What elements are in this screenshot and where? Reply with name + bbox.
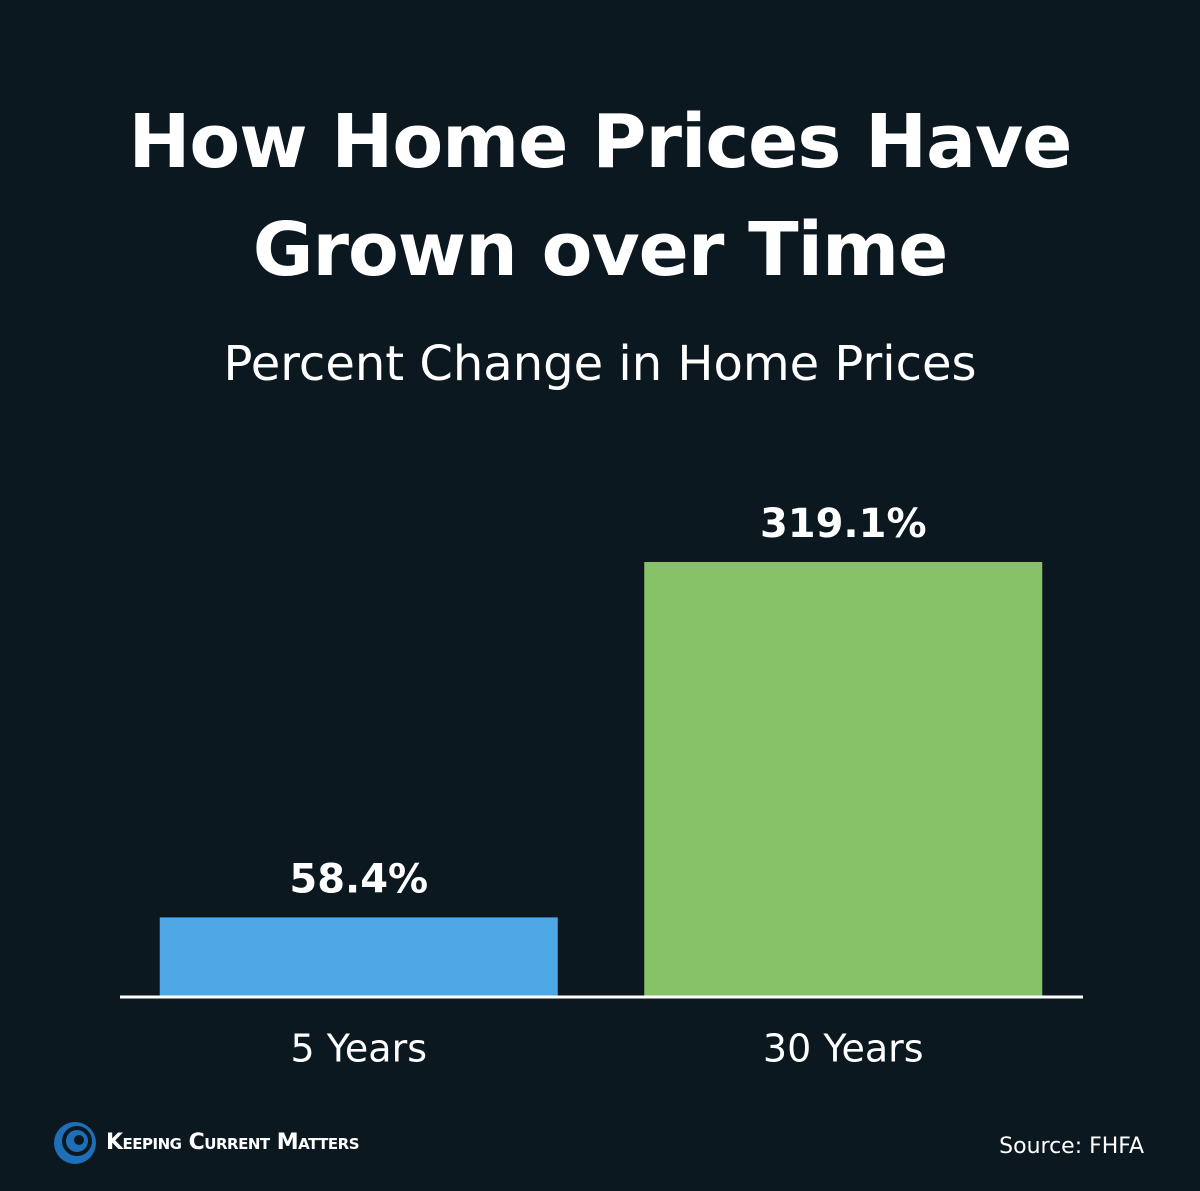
bar (644, 562, 1043, 997)
chart-subtitle: Percent Change in Home Prices (223, 336, 977, 392)
source-note: Source: FHFA (999, 1134, 1144, 1159)
x-tick-label: 30 Years (763, 1027, 924, 1071)
chart-title: How Home Prices Have Grown over Time (128, 99, 1073, 293)
x-tick-label: 5 Years (290, 1027, 427, 1071)
value-label: 58.4% (289, 856, 428, 902)
brand-name: Keeping Current Matters (106, 1130, 360, 1155)
brand-logo (54, 1122, 96, 1164)
bar (159, 917, 558, 997)
value-label: 319.1% (760, 501, 927, 547)
